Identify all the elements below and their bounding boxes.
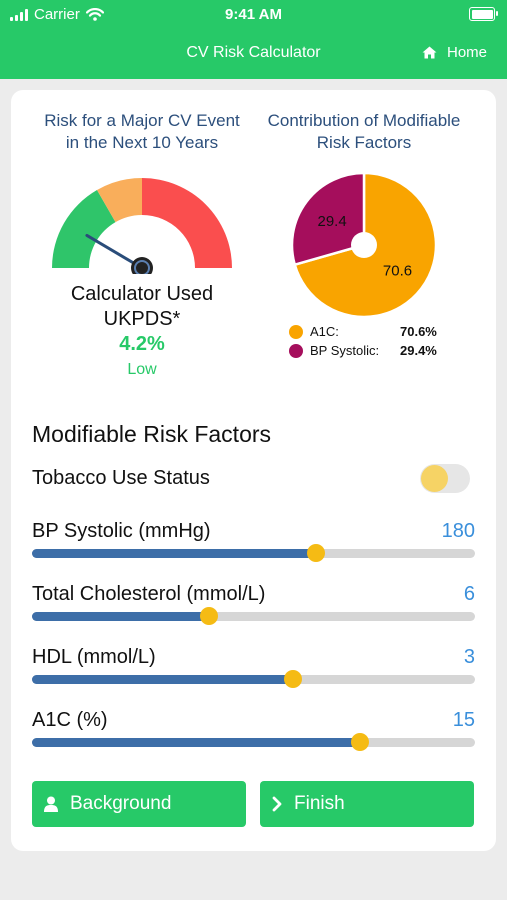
home-button[interactable]: Home bbox=[422, 44, 487, 61]
legend-item-a1c: A1C: 70.6% bbox=[289, 322, 437, 341]
slider-fill bbox=[32, 738, 360, 747]
risk-value: 4.2% bbox=[119, 333, 165, 355]
contrib-title-line2: Risk Factors bbox=[316, 133, 412, 152]
background-button[interactable]: Background bbox=[32, 781, 246, 827]
toggle-knob bbox=[421, 465, 448, 492]
legend-dot-bp-systolic bbox=[289, 343, 303, 358]
gauge-hub bbox=[131, 257, 153, 274]
user-icon bbox=[44, 796, 58, 812]
pie-label-a1c: 70.6 bbox=[383, 262, 412, 279]
battery-icon bbox=[469, 7, 498, 21]
calc-used-line1: Calculator Used bbox=[70, 283, 214, 305]
carrier-label: Carrier bbox=[34, 6, 80, 23]
calculator-used: Calculator Used UKPDS* bbox=[31, 282, 253, 332]
gauge-low-segment bbox=[52, 190, 116, 268]
slider-thumb[interactable] bbox=[200, 607, 219, 625]
pie-label-bp-systolic: 29.4 bbox=[317, 213, 346, 230]
tobacco-toggle[interactable] bbox=[420, 464, 470, 493]
risk-level: Low bbox=[127, 361, 157, 378]
calc-used-line2: UKPDS* bbox=[103, 308, 181, 330]
pie-slice-bp-systolic bbox=[290, 171, 366, 267]
status-time: 9:41 AM bbox=[225, 6, 282, 23]
legend-name: BP Systolic: bbox=[310, 343, 380, 358]
bp-systolic-label: BP Systolic (mmHg) bbox=[32, 520, 211, 542]
slider-thumb[interactable] bbox=[284, 670, 303, 688]
risk-gauge bbox=[52, 178, 232, 274]
main-card: Risk for a Major CV Event in the Next 10… bbox=[11, 90, 496, 851]
contrib-title-line1: Contribution of Modifiable bbox=[267, 111, 461, 130]
tobacco-label: Tobacco Use Status bbox=[32, 467, 210, 489]
bp-systolic-slider[interactable] bbox=[32, 544, 475, 562]
status-bar-left: Carrier bbox=[10, 6, 104, 23]
home-label: Home bbox=[446, 44, 487, 61]
background-button-label: Background bbox=[70, 793, 172, 814]
legend-value: 29.4% bbox=[400, 343, 437, 358]
slider-thumb[interactable] bbox=[306, 544, 325, 562]
hdl-label: HDL (mmol/L) bbox=[32, 646, 156, 668]
risk-title-line1: Risk for a Major CV Event bbox=[44, 111, 240, 130]
signal-icon bbox=[10, 8, 28, 21]
pie-center-hole bbox=[351, 232, 377, 258]
finish-button-label: Finish bbox=[294, 793, 345, 814]
slider-fill bbox=[32, 675, 294, 684]
a1c-label: A1C (%) bbox=[32, 709, 108, 731]
total-cholesterol-value: 6 bbox=[463, 583, 475, 605]
gauge-hub-ring bbox=[134, 260, 150, 274]
chevron-right-icon bbox=[272, 796, 282, 812]
total-cholesterol-slider[interactable] bbox=[32, 607, 475, 625]
section-title: Modifiable Risk Factors bbox=[32, 421, 272, 447]
a1c-value: 15 bbox=[452, 709, 475, 731]
slider-fill bbox=[32, 549, 316, 558]
top-bar: Carrier 9:41 AM CV Risk Calculator Home bbox=[0, 0, 507, 79]
legend-item-bp-systolic: BP Systolic: 29.4% bbox=[289, 341, 437, 360]
gauge-mid-segment bbox=[97, 178, 142, 223]
wifi-icon bbox=[85, 8, 104, 21]
slider-thumb[interactable] bbox=[350, 733, 369, 751]
slider-fill bbox=[32, 612, 210, 621]
risk-title-line2: in the Next 10 Years bbox=[65, 133, 219, 152]
hdl-slider[interactable] bbox=[32, 670, 475, 688]
legend-dot-a1c bbox=[289, 324, 303, 339]
finish-button[interactable]: Finish bbox=[260, 781, 474, 827]
legend-value: 70.6% bbox=[400, 324, 437, 339]
risk-panel-title: Risk for a Major CV Event in the Next 10… bbox=[31, 110, 253, 154]
gauge-high-segment bbox=[142, 178, 232, 268]
a1c-slider[interactable] bbox=[32, 733, 475, 751]
nav-title: CV Risk Calculator bbox=[186, 44, 321, 61]
contrib-panel-title: Contribution of Modifiable Risk Factors bbox=[253, 110, 475, 154]
pie-legend: A1C: 70.6% BP Systolic: 29.4% bbox=[289, 322, 437, 360]
legend-name: A1C: bbox=[310, 324, 339, 339]
home-icon bbox=[422, 46, 437, 59]
total-cholesterol-label: Total Cholesterol (mmol/L) bbox=[32, 583, 266, 605]
bp-systolic-value: 180 bbox=[441, 520, 475, 542]
hdl-value: 3 bbox=[463, 646, 475, 668]
contribution-pie-chart: 70.6 29.4 bbox=[290, 171, 438, 319]
